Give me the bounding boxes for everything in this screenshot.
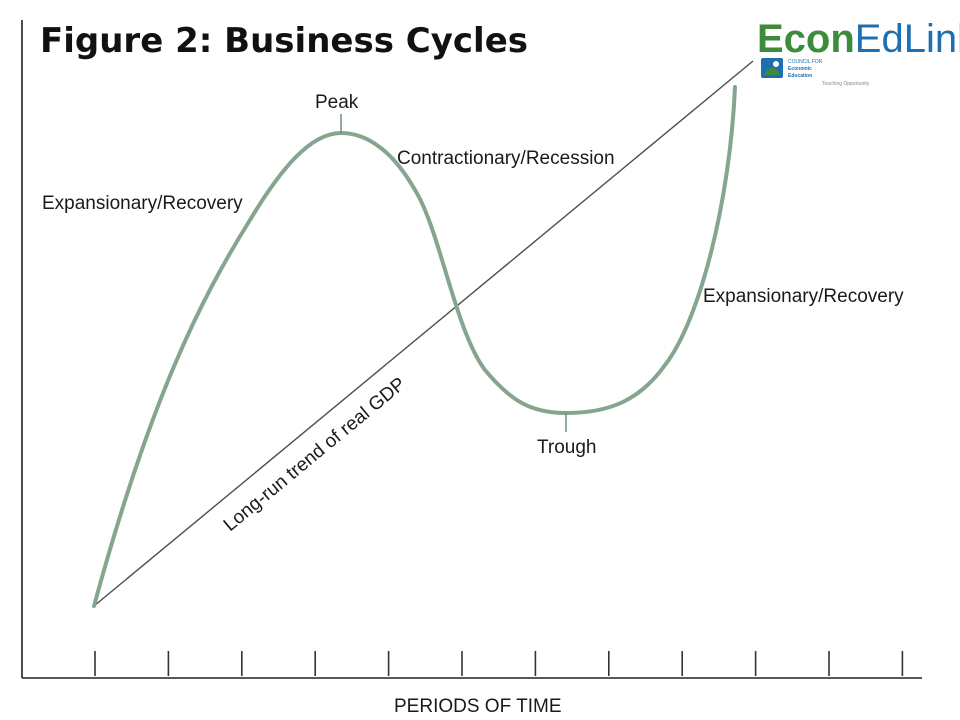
contraction-label: Contractionary/Recession	[397, 148, 615, 169]
cee-emblem-icon	[761, 58, 783, 78]
logo-sub-line3: Education	[788, 73, 812, 79]
trough-label: Trough	[537, 437, 597, 458]
logo-sub-line1: COUNCIL FOR	[788, 59, 823, 65]
expansion-right-label: Expansionary/Recovery	[703, 286, 904, 307]
x-axis-ticks	[94, 651, 904, 676]
long-run-trend-line	[93, 60, 754, 607]
business-cycle-curve	[92, 85, 737, 608]
peak-label: Peak	[315, 92, 359, 113]
logo-econ: Econ	[757, 17, 855, 61]
expansion-left-label: Expansionary/Recovery	[42, 193, 243, 214]
x-axis-title: PERIODS OF TIME	[394, 696, 562, 717]
logo-edlink: EdLink	[855, 17, 960, 61]
logo-text: EconEdLink	[757, 17, 960, 61]
logo-sub-line2: Economic	[788, 66, 812, 72]
econedlink-logo: EconEdLink COUNCIL FOR Economic Educatio…	[757, 17, 960, 87]
logo-tagline: Teaching Opportunity	[822, 81, 870, 87]
trend-label: Long-run trend of real GDP	[220, 374, 410, 536]
figure-title: Figure 2: Business Cycles	[40, 21, 528, 61]
